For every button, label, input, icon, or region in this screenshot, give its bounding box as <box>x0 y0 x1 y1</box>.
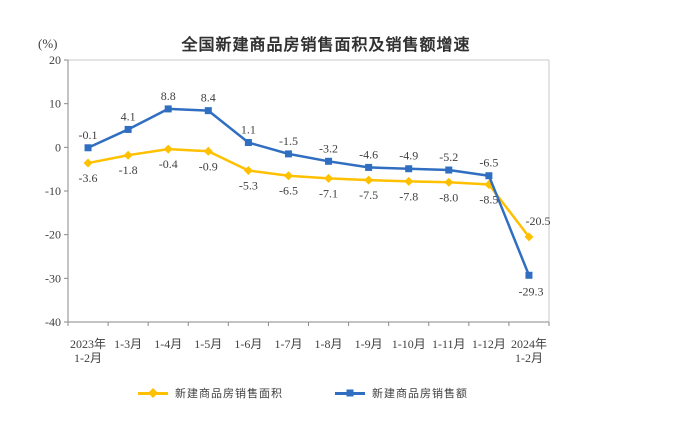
y-tick-label: -20 <box>45 228 61 242</box>
series-line-sales-area <box>87 147 530 238</box>
y-tick-label: 0 <box>55 140 61 154</box>
y-tick-label: 10 <box>49 97 61 111</box>
diamond-marker-icon <box>163 144 173 154</box>
value-label-sales-amount: -1.5 <box>279 134 298 148</box>
x-category-label: 1-8月 <box>315 337 343 351</box>
square-marker-icon <box>365 163 373 171</box>
value-label-sales-amount: -5.2 <box>439 150 458 164</box>
square-marker-icon <box>485 172 493 180</box>
diamond-marker-icon <box>243 165 253 175</box>
legend-item-sales-amount: 新建商品房销售额 <box>335 385 468 401</box>
value-label-sales-area: -7.1 <box>319 186 338 200</box>
value-label-sales-area: -20.5 <box>525 214 550 228</box>
value-label-sales-area: -1.8 <box>119 163 138 177</box>
value-label-sales-area: -0.9 <box>199 159 218 173</box>
chart-title: 全国新建商品房销售面积及销售额增速 <box>181 37 471 54</box>
x-category-label: 1-7月 <box>274 337 302 351</box>
value-label-sales-amount: -29.3 <box>518 284 543 298</box>
diamond-marker-icon <box>444 177 454 187</box>
diamond-marker-icon <box>283 171 293 181</box>
value-label-sales-area: -3.6 <box>79 171 98 185</box>
square-marker-icon <box>346 389 354 397</box>
y-tick-label: -10 <box>45 184 61 198</box>
value-label-sales-amount: -4.6 <box>359 147 378 161</box>
legend-line-sales-amount <box>335 389 365 397</box>
value-label-sales-amount: 8.8 <box>161 89 176 103</box>
square-marker-icon <box>124 125 132 133</box>
y-tick-label: -40 <box>45 315 61 329</box>
square-marker-icon <box>84 144 92 152</box>
value-label-sales-area: -8.5 <box>479 192 498 206</box>
series-line-sales-amount <box>87 107 531 276</box>
x-category-label: 1-5月 <box>194 337 222 351</box>
value-label-sales-amount: -6.5 <box>479 156 498 170</box>
diamond-marker-icon <box>364 175 374 185</box>
x-category-label: 1-11月 <box>432 337 466 351</box>
legend-line-sales-area <box>138 388 168 398</box>
square-marker-icon <box>325 157 333 165</box>
value-label-sales-area: -5.3 <box>239 178 258 192</box>
value-label-sales-amount: -3.2 <box>319 141 338 155</box>
square-marker-icon <box>445 166 453 174</box>
diamond-marker-icon <box>203 146 213 156</box>
diamond-marker-icon <box>324 173 334 183</box>
diamond-marker-icon <box>524 232 534 242</box>
x-category-label: 1-6月 <box>234 337 262 351</box>
value-label-sales-amount: 4.1 <box>121 109 136 123</box>
x-category-label: 1-12月 <box>472 337 506 351</box>
diamond-marker-icon <box>83 158 93 168</box>
value-label-sales-amount: -0.1 <box>79 128 98 142</box>
legend-item-sales-area: 新建商品房销售面积 <box>138 385 283 401</box>
value-label-sales-area: -7.8 <box>399 189 418 203</box>
y-axis-unit-label: (%) <box>38 36 58 51</box>
value-label-sales-area: -8.0 <box>439 190 458 204</box>
x-category-label: 1-10月 <box>392 337 426 351</box>
square-marker-icon <box>525 271 533 279</box>
square-marker-icon <box>244 139 252 147</box>
value-label-sales-amount: -4.9 <box>399 149 418 163</box>
x-category-label: 2023年 1-2月 <box>70 337 106 365</box>
value-label-sales-area: -6.5 <box>279 184 298 198</box>
value-label-sales-area: -0.4 <box>159 157 178 171</box>
diamond-marker-icon <box>123 150 133 160</box>
y-tick-label: 20 <box>49 53 61 67</box>
x-category-label: 1-9月 <box>355 337 383 351</box>
x-category-label: 2024年 1-2月 <box>511 337 547 365</box>
diamond-marker-icon <box>404 176 414 186</box>
value-label-sales-area: -7.5 <box>359 188 378 202</box>
x-category-label: 1-3月 <box>114 337 142 351</box>
y-tick-label: -30 <box>45 271 61 285</box>
square-marker-icon <box>164 105 172 113</box>
legend-label-sales-area: 新建商品房销售面积 <box>175 388 283 400</box>
value-label-sales-amount: 1.1 <box>241 123 256 137</box>
value-label-sales-amount: 8.4 <box>201 91 216 105</box>
diamond-marker-icon <box>148 388 158 398</box>
square-marker-icon <box>204 107 212 115</box>
chart-legend: 新建商品房销售面积 新建商品房销售额 <box>0 385 693 401</box>
x-category-label: 1-4月 <box>154 337 182 351</box>
square-marker-icon <box>405 165 413 173</box>
legend-label-sales-amount: 新建商品房销售额 <box>372 388 468 400</box>
square-marker-icon <box>284 150 292 158</box>
